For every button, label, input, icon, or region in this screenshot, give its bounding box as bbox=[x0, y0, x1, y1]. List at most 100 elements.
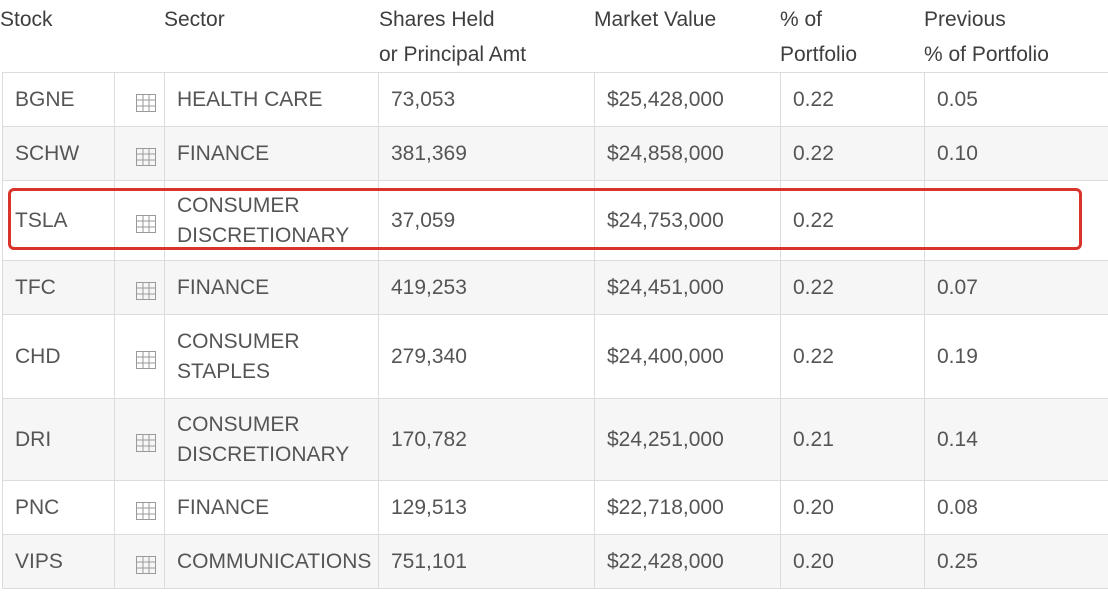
ticker-link[interactable]: VIPS bbox=[2, 534, 115, 589]
header-shares-line1: Shares Held bbox=[379, 8, 495, 31]
row-icon-cell[interactable] bbox=[114, 260, 165, 315]
sector-line1: HEALTH CARE bbox=[177, 87, 323, 111]
sector-line1: COMMUNICATIONS bbox=[177, 549, 372, 573]
table-row[interactable]: CHD CONSUMER STAPLES 279,340 $24,400,000 0.22… bbox=[2, 314, 1108, 399]
shares-cell: 73,053 bbox=[378, 72, 595, 127]
sector-line1: CONSUMER bbox=[177, 329, 300, 353]
prev-pct-portfolio-cell: 0.19 bbox=[924, 314, 1108, 399]
header-pct-portfolio[interactable]: % of Portfolio bbox=[780, 2, 857, 72]
header-shares-line2: or Principal Amt bbox=[379, 43, 527, 66]
table-row[interactable]: TFC FINANCE 419,253 $24,451,000 0.22 0.07 bbox=[2, 260, 1108, 315]
sector-cell: CONSUMER STAPLES bbox=[164, 314, 379, 399]
ticker-link[interactable]: DRI bbox=[2, 398, 115, 481]
sector-line2: DISCRETIONARY bbox=[177, 442, 350, 466]
table-header: Stock Sector Shares Held or Principal Am… bbox=[0, 0, 1108, 72]
header-pct-line1: % of bbox=[780, 8, 823, 31]
shares-cell: 170,782 bbox=[378, 398, 595, 481]
sector-line1: CONSUMER bbox=[177, 412, 300, 436]
row-icon-cell[interactable] bbox=[114, 314, 165, 399]
row-icon-cell[interactable] bbox=[114, 72, 165, 127]
market-value-cell: $24,400,000 bbox=[594, 314, 781, 399]
prev-pct-portfolio-cell: 0.14 bbox=[924, 398, 1108, 481]
header-prev-pct-portfolio[interactable]: Previous % of Portfolio bbox=[924, 2, 1049, 72]
market-value-cell: $25,428,000 bbox=[594, 72, 781, 127]
table-row[interactable]: BGNE HEALTH CARE 73,053 $25,428,000 0.22 0.05 bbox=[2, 72, 1108, 127]
ticker-link[interactable]: BGNE bbox=[2, 72, 115, 127]
market-value-cell: $22,428,000 bbox=[594, 534, 781, 589]
pct-portfolio-cell: 0.22 bbox=[780, 180, 925, 261]
shares-cell: 419,253 bbox=[378, 260, 595, 315]
prev-pct-portfolio-cell: 0.08 bbox=[924, 480, 1108, 535]
pct-portfolio-cell: 0.20 bbox=[780, 480, 925, 535]
ticker-link[interactable]: TSLA bbox=[2, 180, 115, 261]
header-shares[interactable]: Shares Held or Principal Amt bbox=[379, 2, 526, 72]
sector-cell: CONSUMER DISCRETIONARY bbox=[164, 398, 379, 481]
prev-pct-portfolio-cell: 0.10 bbox=[924, 126, 1108, 181]
table-row[interactable]: SCHW FINANCE 381,369 $24,858,000 0.22 0.10 bbox=[2, 126, 1108, 181]
sector-cell: COMMUNICATIONS bbox=[164, 534, 379, 589]
table-row[interactable]: PNC FINANCE 129,513 $22,718,000 0.20 0.08 bbox=[2, 480, 1108, 535]
header-prev-line1: Previous bbox=[924, 8, 1006, 31]
row-icon-cell[interactable] bbox=[114, 534, 165, 589]
sector-cell: FINANCE bbox=[164, 260, 379, 315]
sector-cell: HEALTH CARE bbox=[164, 72, 379, 127]
shares-cell: 381,369 bbox=[378, 126, 595, 181]
sector-line1: FINANCE bbox=[177, 495, 270, 519]
header-market-value-label: Market Value bbox=[594, 8, 717, 31]
ticker-link[interactable]: CHD bbox=[2, 314, 115, 399]
table-grid-icon[interactable] bbox=[135, 431, 156, 452]
sector-cell: FINANCE bbox=[164, 126, 379, 181]
shares-cell: 37,059 bbox=[378, 180, 595, 261]
market-value-cell: $24,451,000 bbox=[594, 260, 781, 315]
table-grid-icon[interactable] bbox=[135, 348, 156, 369]
shares-cell: 279,340 bbox=[378, 314, 595, 399]
table-row[interactable]: TSLA CONSUMER DISCRETIONARY 37,059 $24,753,0… bbox=[2, 180, 1108, 261]
pct-portfolio-cell: 0.22 bbox=[780, 126, 925, 181]
row-icon-cell[interactable] bbox=[114, 398, 165, 481]
sector-line1: CONSUMER bbox=[177, 193, 300, 217]
prev-pct-portfolio-cell: 0.25 bbox=[924, 534, 1108, 589]
table-grid-icon[interactable] bbox=[135, 553, 156, 574]
sector-cell: FINANCE bbox=[164, 480, 379, 535]
sector-cell: CONSUMER DISCRETIONARY bbox=[164, 180, 379, 261]
market-value-cell: $24,858,000 bbox=[594, 126, 781, 181]
shares-cell: 751,101 bbox=[378, 534, 595, 589]
table-grid-icon[interactable] bbox=[135, 91, 156, 112]
holdings-table-body: BGNE HEALTH CARE 73,053 $25,428,000 0.22 0.05… bbox=[2, 72, 1108, 589]
header-pct-line2: Portfolio bbox=[780, 43, 858, 66]
pct-portfolio-cell: 0.20 bbox=[780, 534, 925, 589]
pct-portfolio-cell: 0.21 bbox=[780, 398, 925, 481]
row-icon-cell[interactable] bbox=[114, 126, 165, 181]
prev-pct-portfolio-cell bbox=[924, 180, 1108, 261]
prev-pct-portfolio-cell: 0.05 bbox=[924, 72, 1108, 127]
table-grid-icon[interactable] bbox=[135, 279, 156, 300]
market-value-cell: $22,718,000 bbox=[594, 480, 781, 535]
table-grid-icon[interactable] bbox=[135, 145, 156, 166]
pct-portfolio-cell: 0.22 bbox=[780, 314, 925, 399]
market-value-cell: $24,251,000 bbox=[594, 398, 781, 481]
ticker-link[interactable]: PNC bbox=[2, 480, 115, 535]
header-sector-label: Sector bbox=[164, 8, 225, 31]
ticker-link[interactable]: TFC bbox=[2, 260, 115, 315]
table-row[interactable]: DRI CONSUMER DISCRETIONARY 170,782 $24,251,0… bbox=[2, 398, 1108, 481]
pct-portfolio-cell: 0.22 bbox=[780, 72, 925, 127]
table-grid-icon[interactable] bbox=[135, 499, 156, 520]
ticker-link[interactable]: SCHW bbox=[2, 126, 115, 181]
header-market-value[interactable]: Market Value bbox=[594, 2, 716, 37]
shares-cell: 129,513 bbox=[378, 480, 595, 535]
header-stock[interactable]: Stock bbox=[0, 2, 53, 37]
market-value-cell: $24,753,000 bbox=[594, 180, 781, 261]
header-stock-label: Stock bbox=[0, 8, 53, 31]
row-icon-cell[interactable] bbox=[114, 180, 165, 261]
sector-line2: STAPLES bbox=[177, 359, 270, 383]
sector-line2: DISCRETIONARY bbox=[177, 223, 350, 247]
header-sector[interactable]: Sector bbox=[164, 2, 225, 37]
pct-portfolio-cell: 0.22 bbox=[780, 260, 925, 315]
sector-line1: FINANCE bbox=[177, 275, 270, 299]
holdings-table: BGNE HEALTH CARE 73,053 $25,428,000 0.22 0.05… bbox=[2, 72, 1108, 589]
sector-line1: FINANCE bbox=[177, 141, 270, 165]
table-grid-icon[interactable] bbox=[135, 212, 156, 233]
prev-pct-portfolio-cell: 0.07 bbox=[924, 260, 1108, 315]
table-row[interactable]: VIPS COMMUNICATIONS 751,101 $22,428,000 0.20… bbox=[2, 534, 1108, 589]
row-icon-cell[interactable] bbox=[114, 480, 165, 535]
